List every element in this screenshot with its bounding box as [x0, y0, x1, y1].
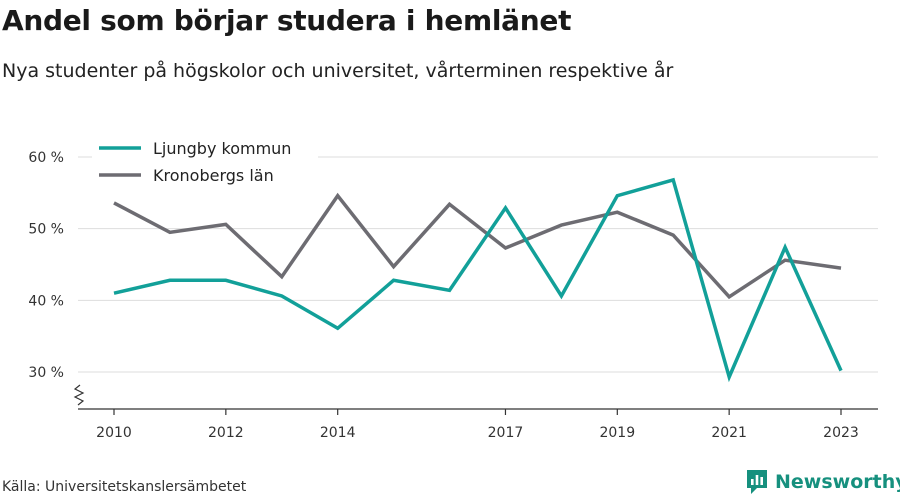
legend-label: Kronobergs län	[153, 166, 274, 185]
legend-background	[92, 134, 318, 192]
legend-label: Ljungby kommun	[153, 139, 291, 158]
x-tick-label: 2014	[320, 425, 356, 441]
x-tick-label: 2019	[599, 425, 635, 441]
source-note: Källa: Universitetskanslersämbetet	[2, 479, 247, 495]
y-tick-label: 30 %	[28, 365, 64, 381]
x-tick-label: 2010	[96, 425, 132, 441]
y-tick-label: 50 %	[28, 222, 64, 238]
y-tick-label: 40 %	[28, 293, 64, 309]
x-tick-label: 2012	[208, 425, 244, 441]
axis-break-icon	[73, 384, 85, 406]
series-line-ljungby	[113, 177, 843, 383]
newsworthy-logo-text: Newsworthy	[775, 471, 900, 493]
y-tick-label: 60 %	[28, 150, 64, 166]
series-line-kronoberg	[113, 192, 842, 300]
x-tick-label: 2017	[488, 425, 524, 441]
chart-title: Andel som börjar studera i hemlänet	[2, 4, 572, 37]
chart-subtitle: Nya studenter på högskolor och universit…	[2, 60, 674, 82]
newsworthy-logo: Newsworthy	[745, 467, 900, 497]
x-tick-label: 2023	[823, 425, 859, 441]
newsworthy-logo-icon	[747, 470, 767, 494]
line-chart: 60 % 50 % 40 % 30 % 2010 2012 2014 2017 2019 2021…	[28, 134, 878, 441]
x-tick-label: 2021	[711, 425, 747, 441]
